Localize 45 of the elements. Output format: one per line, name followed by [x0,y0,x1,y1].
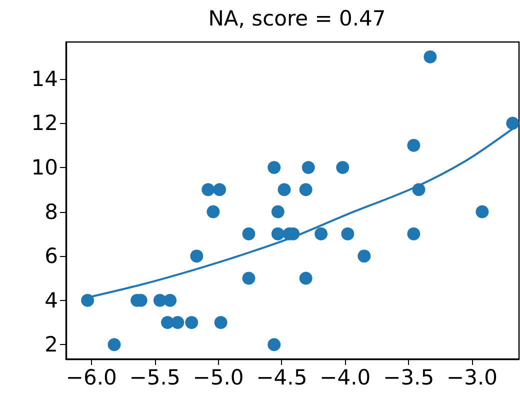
point [407,227,420,240]
point [206,205,220,218]
point [358,250,371,263]
point [476,205,489,218]
point [424,50,437,64]
point [185,316,198,329]
y-tick-label: 12 [31,111,58,136]
x-tick-label: −5.0 [192,366,244,390]
point [81,294,94,307]
point [164,294,177,307]
x-tick-label: −6.0 [66,366,117,390]
point [278,183,291,196]
point [268,161,281,174]
y-tick-label: 14 [31,66,58,91]
y-tick-label: 10 [31,156,58,180]
x-tick-label: −4.5 [256,366,308,390]
point [271,205,284,218]
point [506,116,520,130]
x-tick-label: −3.5 [383,366,434,390]
point [202,183,215,196]
x-tick-label: −5.5 [129,366,180,390]
point [299,272,312,285]
point [412,183,426,196]
chart-title: NA, score = 0.47 [208,6,386,30]
point [336,161,350,174]
y-tick-label: 2 [44,332,58,357]
point [108,338,121,352]
point [242,227,256,240]
x-tick-label: −4.0 [320,366,371,390]
point [190,250,204,263]
x-tick-label: −3.0 [446,366,498,390]
point [268,338,281,352]
point [214,316,228,329]
point [407,138,420,152]
point [314,227,328,240]
y-tick-label: 8 [44,200,58,224]
point [302,161,315,174]
point [242,272,256,285]
y-tick-label: 6 [44,244,58,268]
point [299,183,312,196]
y-tick-label: 4 [44,288,58,312]
point [271,227,284,240]
point [171,316,184,329]
point [341,227,354,240]
point [213,183,226,196]
